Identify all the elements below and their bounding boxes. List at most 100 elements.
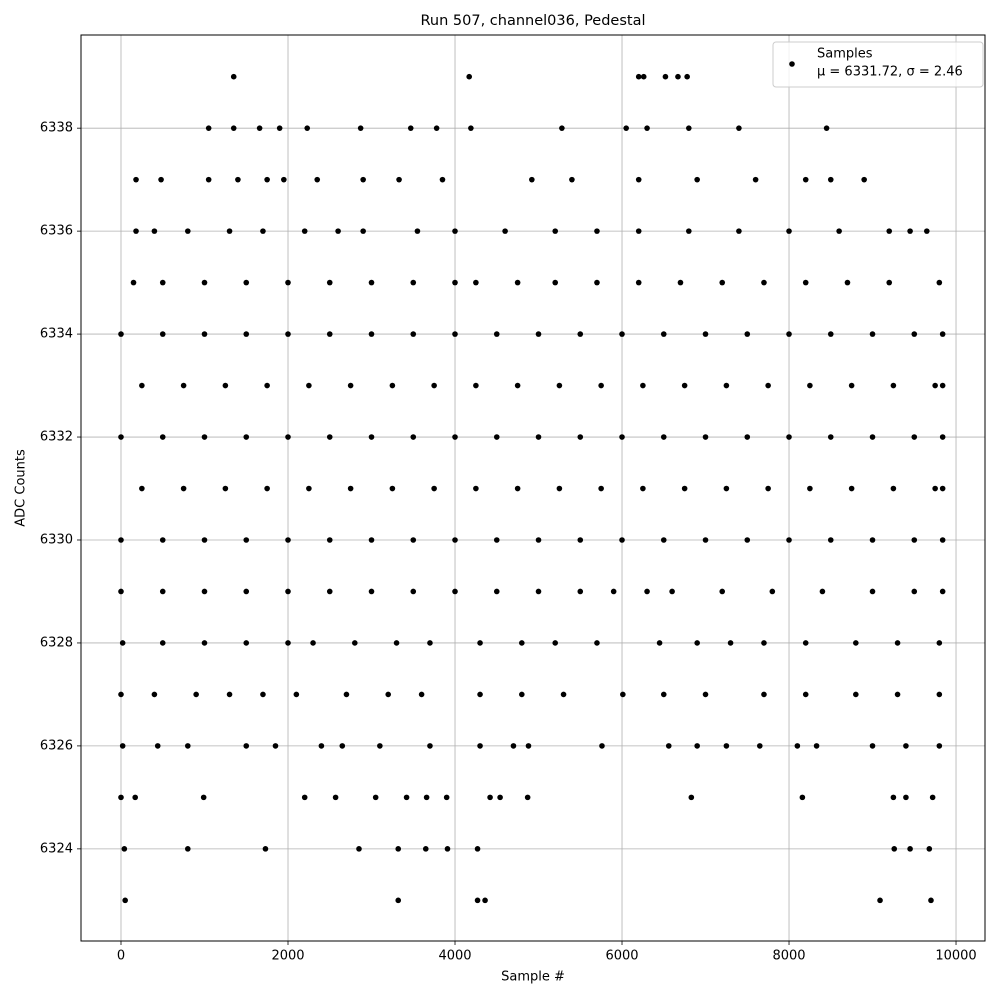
point	[201, 434, 208, 440]
point	[410, 537, 417, 543]
point	[761, 640, 767, 646]
point	[180, 382, 187, 389]
point	[794, 743, 801, 749]
point	[260, 228, 266, 234]
point	[326, 588, 333, 595]
point	[264, 485, 270, 492]
point	[619, 537, 625, 543]
point	[736, 125, 742, 131]
point	[694, 176, 700, 183]
point	[939, 331, 946, 337]
point	[264, 176, 270, 183]
point	[474, 846, 481, 852]
point	[201, 640, 208, 646]
point	[151, 228, 158, 234]
legend: Samples μ = 6331.72, σ = 2.46	[772, 41, 984, 88]
point	[869, 588, 876, 595]
point	[891, 846, 898, 852]
point	[377, 743, 383, 749]
point	[272, 743, 279, 749]
point	[285, 434, 291, 440]
point	[723, 382, 730, 389]
x-axis-label: Sample #	[501, 970, 565, 985]
point	[193, 691, 199, 698]
point	[262, 846, 269, 852]
point	[675, 73, 681, 80]
point	[535, 331, 542, 337]
point	[686, 125, 692, 131]
point	[514, 485, 521, 492]
point	[761, 691, 767, 698]
point	[184, 743, 191, 749]
point	[357, 125, 364, 131]
point	[677, 279, 684, 286]
point	[907, 846, 913, 852]
point	[939, 485, 946, 492]
point	[403, 794, 410, 801]
x-tick-label: 0	[117, 949, 125, 964]
point	[118, 331, 124, 337]
point	[827, 176, 834, 183]
point	[473, 382, 479, 389]
point	[119, 743, 126, 749]
point	[473, 279, 479, 286]
point	[559, 125, 565, 131]
point	[911, 537, 918, 543]
point	[786, 331, 792, 337]
point	[939, 537, 946, 543]
plot-frame	[80, 34, 986, 942]
point	[493, 588, 500, 595]
point	[118, 588, 124, 595]
point	[623, 125, 629, 131]
point	[226, 228, 233, 234]
point	[694, 743, 700, 749]
point	[660, 331, 667, 337]
point	[594, 228, 600, 234]
point	[452, 331, 458, 337]
point	[473, 485, 479, 492]
point	[519, 640, 525, 646]
point	[243, 640, 250, 646]
point	[433, 125, 440, 131]
point	[644, 588, 650, 595]
point	[304, 125, 311, 131]
point	[132, 794, 138, 801]
point	[130, 279, 137, 286]
point	[886, 228, 893, 234]
point	[519, 691, 525, 698]
point	[665, 743, 672, 749]
point	[761, 279, 767, 286]
point	[343, 691, 350, 698]
point	[744, 434, 751, 440]
point	[389, 382, 396, 389]
point	[205, 176, 212, 183]
point	[243, 434, 250, 440]
point	[610, 588, 617, 595]
x-tick-label: 10000	[935, 949, 976, 964]
point	[226, 691, 233, 698]
y-tick-label: 6330	[40, 532, 73, 547]
point	[133, 228, 139, 234]
point	[260, 691, 266, 698]
point	[939, 382, 946, 389]
point	[640, 382, 646, 389]
point	[121, 846, 128, 852]
point	[599, 743, 605, 749]
point	[243, 331, 250, 337]
point	[719, 279, 726, 286]
point	[235, 176, 241, 183]
point	[326, 434, 333, 440]
point	[444, 846, 451, 852]
point	[819, 588, 826, 595]
point	[356, 846, 362, 852]
point	[936, 640, 943, 646]
point	[118, 537, 124, 543]
point	[368, 434, 375, 440]
point	[727, 640, 734, 646]
point	[786, 228, 792, 234]
point	[407, 125, 414, 131]
point	[932, 382, 938, 389]
point	[635, 73, 642, 80]
point	[577, 434, 584, 440]
